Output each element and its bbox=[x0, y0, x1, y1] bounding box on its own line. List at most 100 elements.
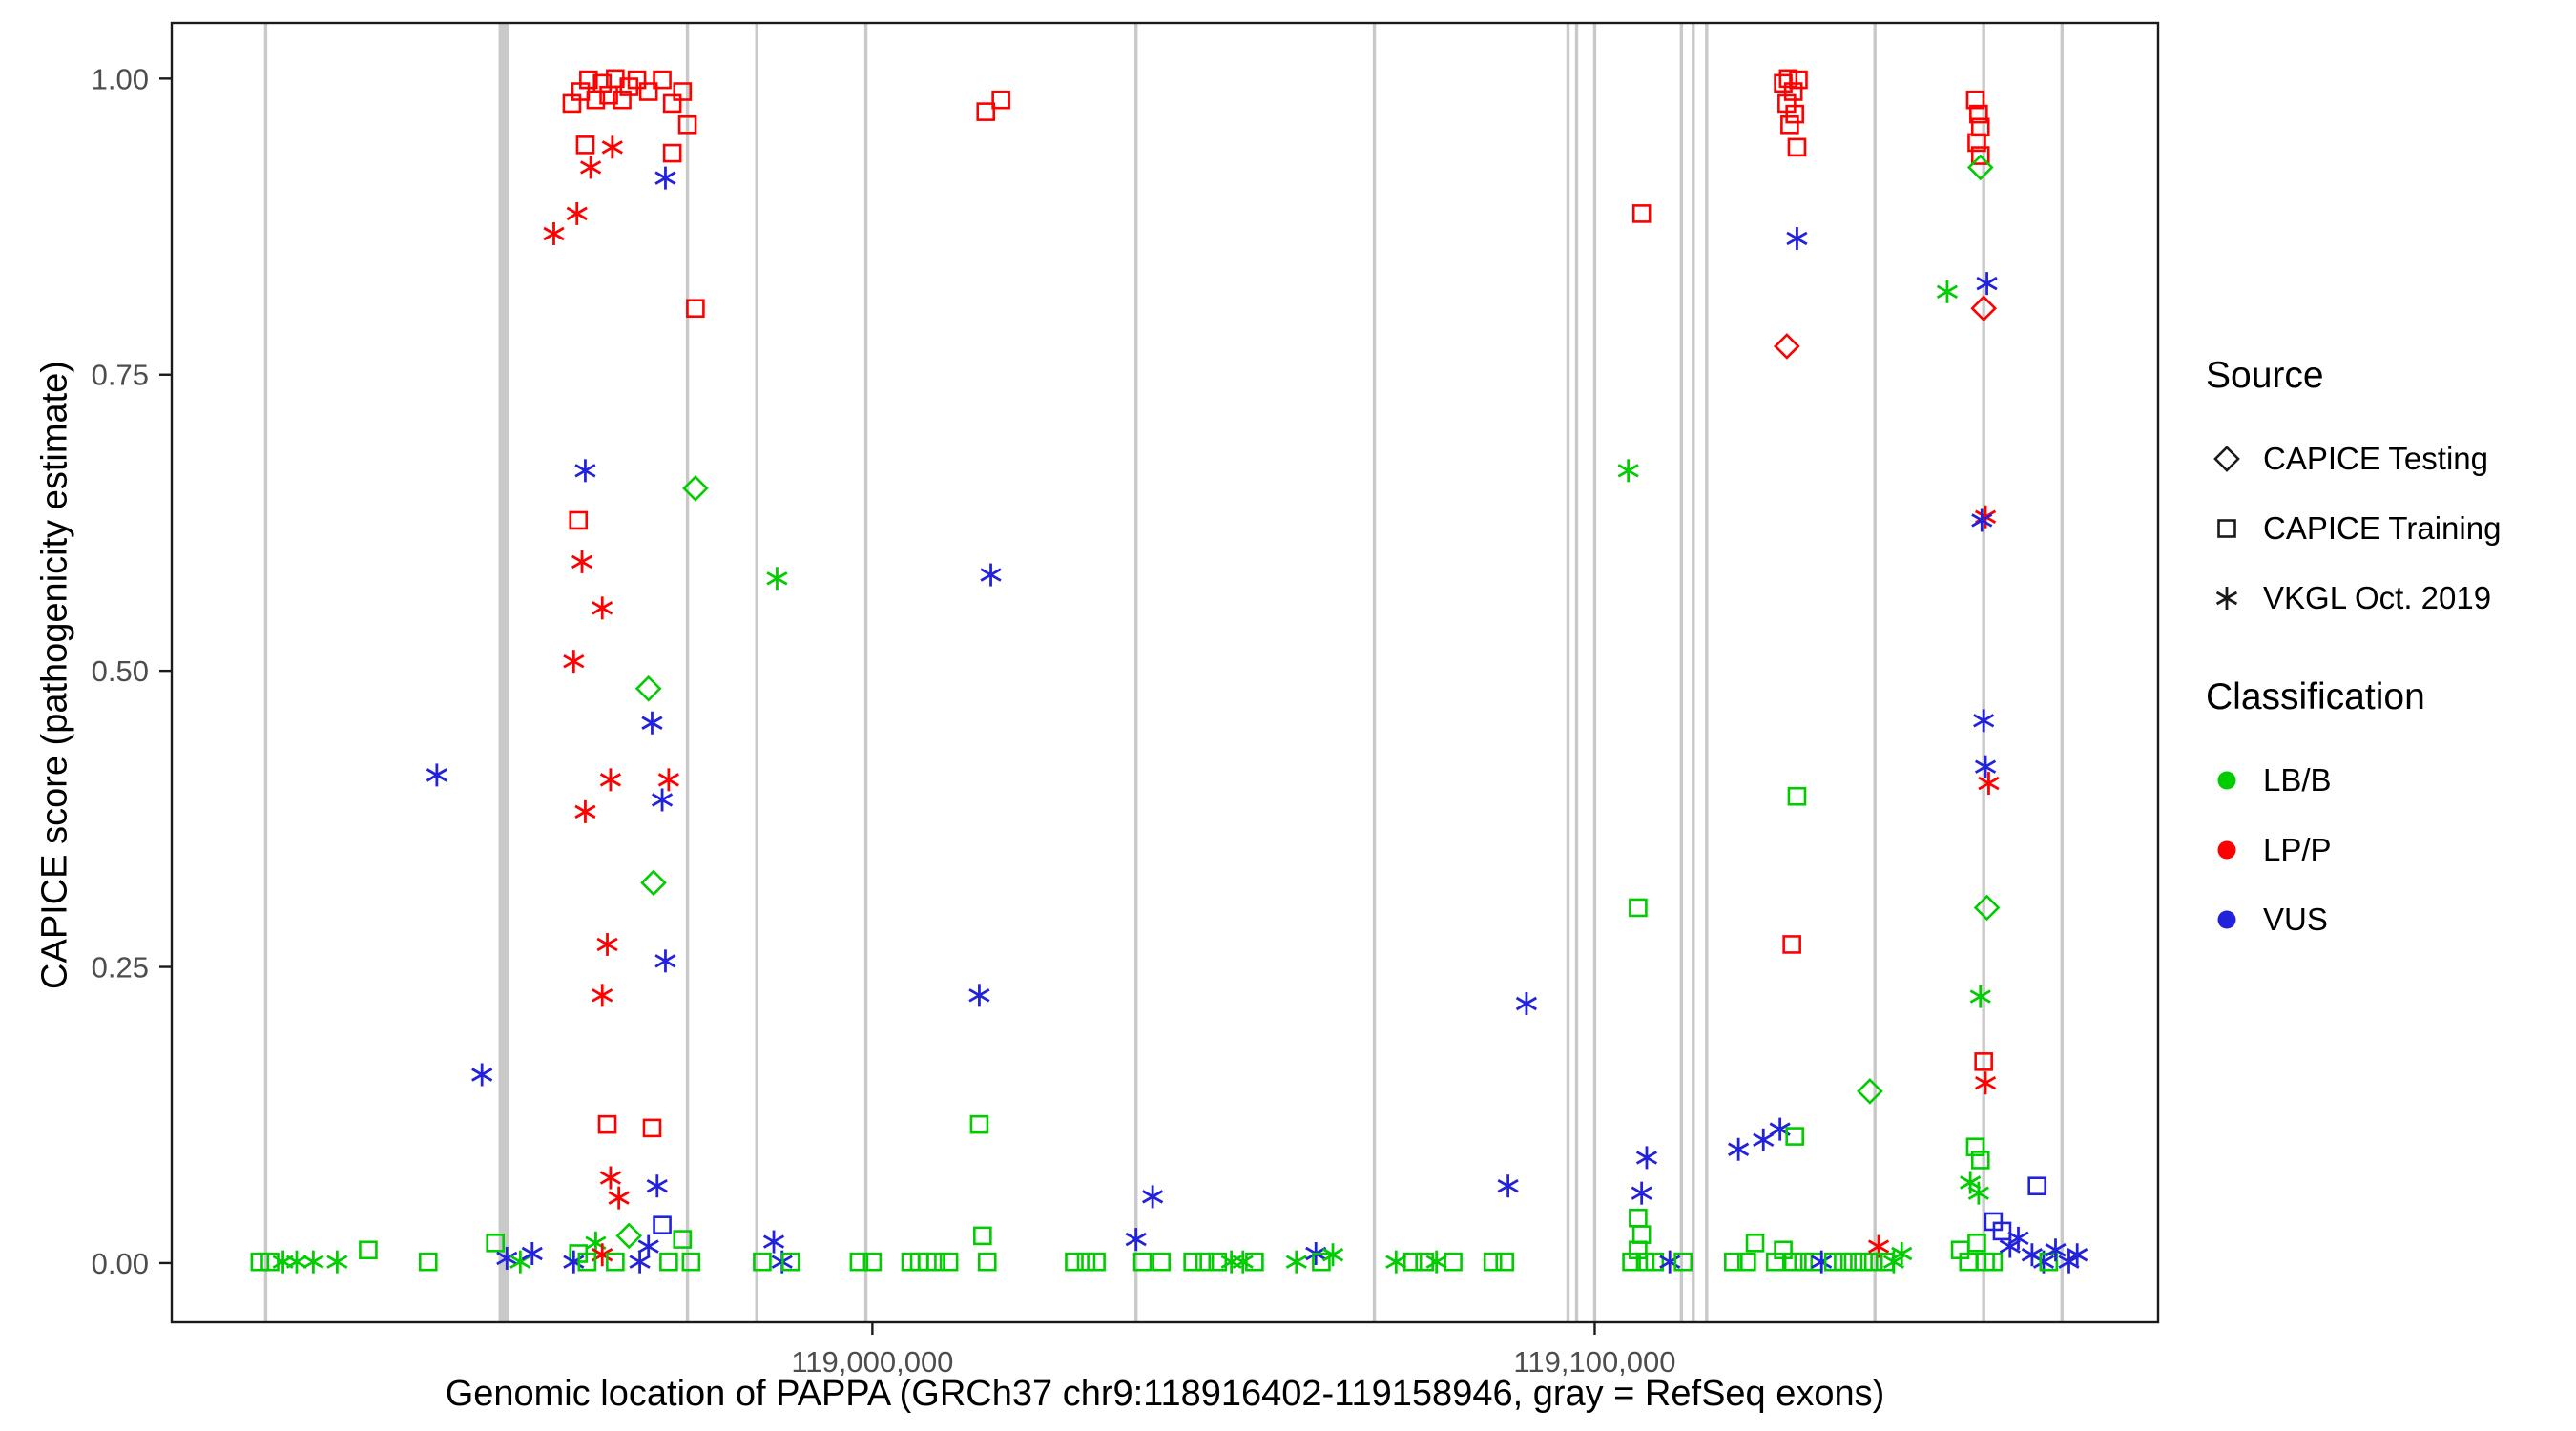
data-point bbox=[599, 1166, 622, 1190]
data-point bbox=[1402, 1252, 1423, 1272]
data-point bbox=[1673, 1252, 1693, 1272]
data-point bbox=[781, 1252, 800, 1272]
data-point bbox=[1974, 1052, 1993, 1071]
data-point bbox=[1834, 1252, 1853, 1272]
data-point bbox=[543, 221, 565, 245]
data-point bbox=[682, 475, 709, 502]
data-point bbox=[1936, 280, 1959, 303]
legend-item-vus: VUS bbox=[2206, 884, 2568, 954]
data-point bbox=[1425, 1250, 1447, 1274]
legend-item-label: VUS bbox=[2263, 901, 2328, 937]
data-point bbox=[640, 869, 667, 897]
data-point bbox=[1645, 1252, 1665, 1272]
data-point bbox=[1631, 1225, 1652, 1244]
data-point bbox=[2067, 1243, 2088, 1267]
data-point bbox=[608, 1186, 630, 1210]
data-point bbox=[1245, 1252, 1264, 1272]
data-point bbox=[1635, 1146, 1658, 1170]
data-point bbox=[638, 82, 658, 101]
data-point bbox=[580, 156, 602, 179]
data-point bbox=[563, 650, 585, 674]
data-point bbox=[1984, 1252, 2004, 1272]
data-point bbox=[653, 1215, 672, 1234]
refseq-exon-line bbox=[1873, 23, 1877, 1322]
data-point bbox=[1631, 1181, 1652, 1205]
data-point bbox=[326, 1250, 348, 1274]
data-point bbox=[1969, 104, 1988, 124]
data-point bbox=[471, 1063, 493, 1087]
legend-marker-icon bbox=[2217, 771, 2236, 789]
data-point bbox=[426, 763, 447, 787]
data-point bbox=[486, 1234, 505, 1253]
data-point bbox=[1971, 508, 1993, 532]
data-point bbox=[1967, 1181, 1989, 1205]
data-point bbox=[1495, 1252, 1515, 1272]
data-point bbox=[1787, 786, 1807, 806]
data-point bbox=[1783, 82, 1803, 101]
data-point bbox=[1863, 1252, 1883, 1272]
data-point bbox=[1622, 1252, 1641, 1272]
data-point bbox=[1778, 69, 1798, 89]
data-point bbox=[592, 596, 613, 620]
refseq-exon-line bbox=[863, 23, 868, 1322]
data-point bbox=[2058, 1250, 2080, 1274]
data-point bbox=[1208, 1252, 1228, 1272]
data-point bbox=[1195, 1252, 1215, 1272]
data-point bbox=[681, 1252, 701, 1272]
data-point bbox=[1973, 709, 1995, 733]
data-point bbox=[1631, 204, 1652, 223]
data-point bbox=[1152, 1252, 1172, 1272]
data-point bbox=[302, 1250, 324, 1274]
data-point bbox=[939, 1252, 959, 1272]
data-point bbox=[1967, 1234, 1986, 1253]
legend-item-label: CAPICE Testing bbox=[2263, 440, 2488, 476]
data-point bbox=[1970, 146, 1990, 165]
data-point bbox=[1629, 1208, 1648, 1228]
refseq-exon-line bbox=[1592, 23, 1597, 1322]
data-point bbox=[1629, 898, 1648, 918]
legend-item-label: LB/B bbox=[2263, 761, 2332, 798]
data-point bbox=[1976, 272, 1998, 296]
data-point bbox=[968, 984, 990, 1007]
data-point bbox=[1497, 1174, 1519, 1198]
data-point bbox=[1794, 1252, 1814, 1272]
data-point bbox=[662, 93, 682, 114]
data-point bbox=[1787, 137, 1807, 157]
data-point bbox=[260, 1252, 280, 1272]
data-point bbox=[646, 1174, 668, 1198]
data-point bbox=[1728, 1137, 1750, 1161]
data-point bbox=[849, 1252, 869, 1272]
data-point bbox=[1823, 1252, 1843, 1272]
data-point bbox=[641, 711, 663, 735]
data-point bbox=[976, 102, 996, 121]
data-point bbox=[973, 1226, 992, 1246]
data-point bbox=[285, 1250, 308, 1274]
legend-marker-icon bbox=[2213, 445, 2240, 472]
data-point bbox=[574, 799, 596, 823]
data-point bbox=[1966, 154, 1994, 181]
data-point bbox=[1978, 772, 2000, 796]
legend-classification-title: Classification bbox=[2206, 676, 2425, 717]
data-point bbox=[662, 143, 682, 163]
refseq-exon-line bbox=[2060, 23, 2065, 1322]
data-point bbox=[1659, 1250, 1681, 1274]
refseq-exon-line bbox=[1574, 23, 1579, 1322]
data-point bbox=[657, 768, 679, 792]
refseq-exon-line bbox=[755, 23, 758, 1322]
data-point bbox=[592, 73, 613, 93]
data-point bbox=[579, 70, 598, 90]
data-point bbox=[596, 932, 618, 956]
legend-item-label: LP/P bbox=[2263, 831, 2332, 867]
refseq-exon-line bbox=[1982, 23, 1985, 1322]
refseq-exon-line bbox=[685, 23, 690, 1322]
legend-classification-entries: LB/B LP/P VUS bbox=[2206, 745, 2568, 954]
data-point bbox=[1970, 295, 1997, 322]
data-point bbox=[575, 135, 595, 155]
data-point bbox=[1969, 985, 1991, 1008]
data-point bbox=[615, 1222, 643, 1250]
data-point bbox=[1774, 333, 1800, 360]
data-point bbox=[1789, 70, 1808, 90]
x-tick-label: 119,000,000 bbox=[791, 1345, 953, 1379]
data-point bbox=[2045, 1238, 2067, 1262]
legend-item-lp-p: LP/P bbox=[2206, 815, 2568, 884]
